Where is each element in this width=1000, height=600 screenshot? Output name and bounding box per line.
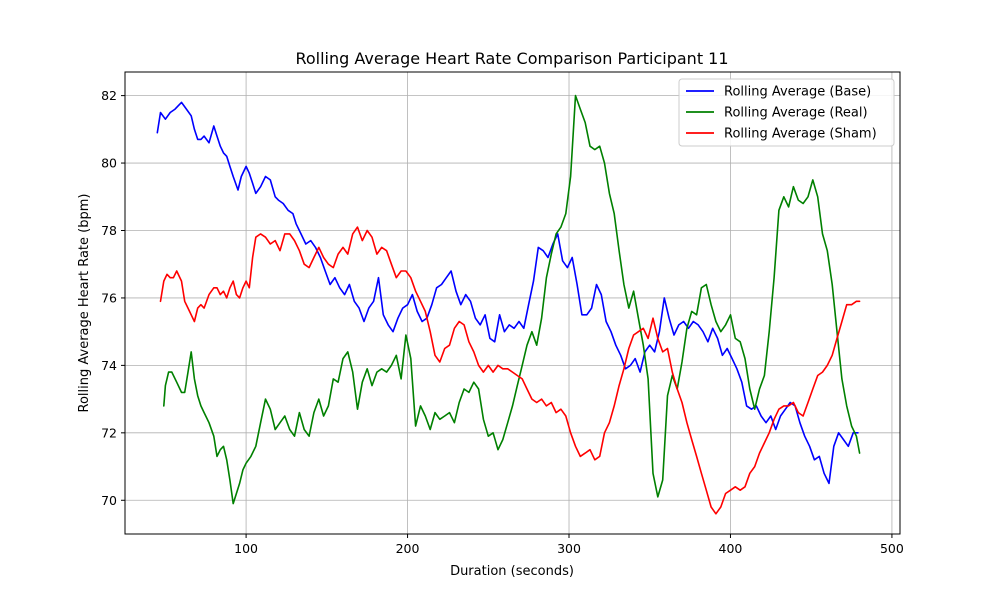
legend: Rolling Average (Base) Rolling Average (R… [678, 78, 895, 147]
x-tick-label: 400 [719, 541, 743, 556]
series-line-rolling-average-real [163, 94, 861, 505]
y-tick-label: 70 [101, 493, 117, 508]
series-lines [156, 94, 861, 515]
x-tick-label: 500 [880, 541, 904, 556]
legend-box [678, 78, 895, 147]
y-tick-label: 82 [101, 88, 117, 103]
legend-label: Rolling Average (Base) [724, 85, 871, 100]
y-tick-label: 80 [101, 156, 117, 171]
chart-title: Rolling Average Heart Rate Comparison Pa… [295, 49, 728, 68]
y-tick-label: 78 [101, 223, 117, 238]
x-axis-ticks: 100 200 300 400 500 [234, 534, 904, 556]
legend-label: Rolling Average (Real) [724, 106, 868, 121]
x-tick-label: 200 [396, 541, 420, 556]
grid-lines [125, 72, 900, 534]
y-tick-label: 72 [101, 425, 117, 440]
x-axis-label: Duration (seconds) [450, 564, 574, 579]
y-axis-label: Rolling Average Heart Rate (bpm) [77, 194, 92, 413]
series-line-rolling-average-base [156, 101, 859, 485]
x-tick-label: 300 [557, 541, 581, 556]
x-tick-label: 100 [234, 541, 258, 556]
legend-label: Rolling Average (Sham) [724, 127, 877, 142]
plot-frame [124, 71, 901, 535]
y-tick-label: 76 [101, 290, 117, 305]
y-axis-ticks: 70 72 74 76 78 80 82 [101, 88, 125, 508]
series-line-rolling-average-sham [159, 226, 861, 515]
y-tick-label: 74 [101, 358, 117, 373]
